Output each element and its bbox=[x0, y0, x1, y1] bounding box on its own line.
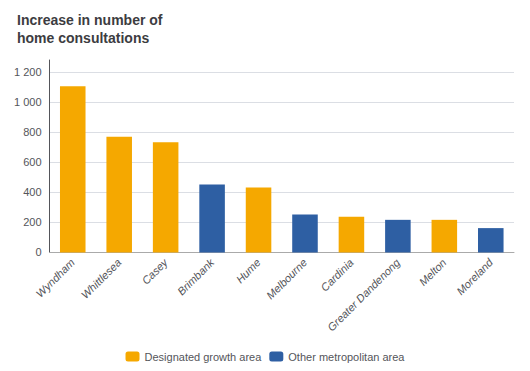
svg-text:Increase in number of: Increase in number of bbox=[17, 12, 163, 28]
svg-text:400: 400 bbox=[23, 186, 41, 198]
svg-text:600: 600 bbox=[23, 156, 41, 168]
svg-text:home consultations: home consultations bbox=[17, 30, 149, 46]
svg-text:Whittlesea: Whittlesea bbox=[79, 256, 124, 301]
svg-text:1 000: 1 000 bbox=[14, 96, 42, 108]
svg-text:Moreland: Moreland bbox=[454, 256, 495, 297]
svg-text:Casey: Casey bbox=[139, 255, 171, 287]
svg-text:Brimbank: Brimbank bbox=[175, 256, 217, 298]
svg-text:Melbourne: Melbourne bbox=[264, 256, 309, 301]
svg-text:Cardinia: Cardinia bbox=[318, 256, 355, 293]
svg-text:Designated growth area: Designated growth area bbox=[145, 351, 263, 363]
svg-text:0: 0 bbox=[35, 246, 41, 258]
svg-text:Hume: Hume bbox=[234, 256, 263, 285]
svg-text:Other metropolitan area: Other metropolitan area bbox=[288, 351, 405, 363]
svg-text:800: 800 bbox=[23, 126, 41, 138]
svg-text:200: 200 bbox=[23, 216, 41, 228]
svg-text:Melton: Melton bbox=[417, 256, 449, 288]
svg-text:Wyndham: Wyndham bbox=[34, 256, 77, 299]
svg-text:1 200: 1 200 bbox=[14, 66, 42, 78]
svg-text:Greater Dandenong: Greater Dandenong bbox=[325, 256, 403, 334]
